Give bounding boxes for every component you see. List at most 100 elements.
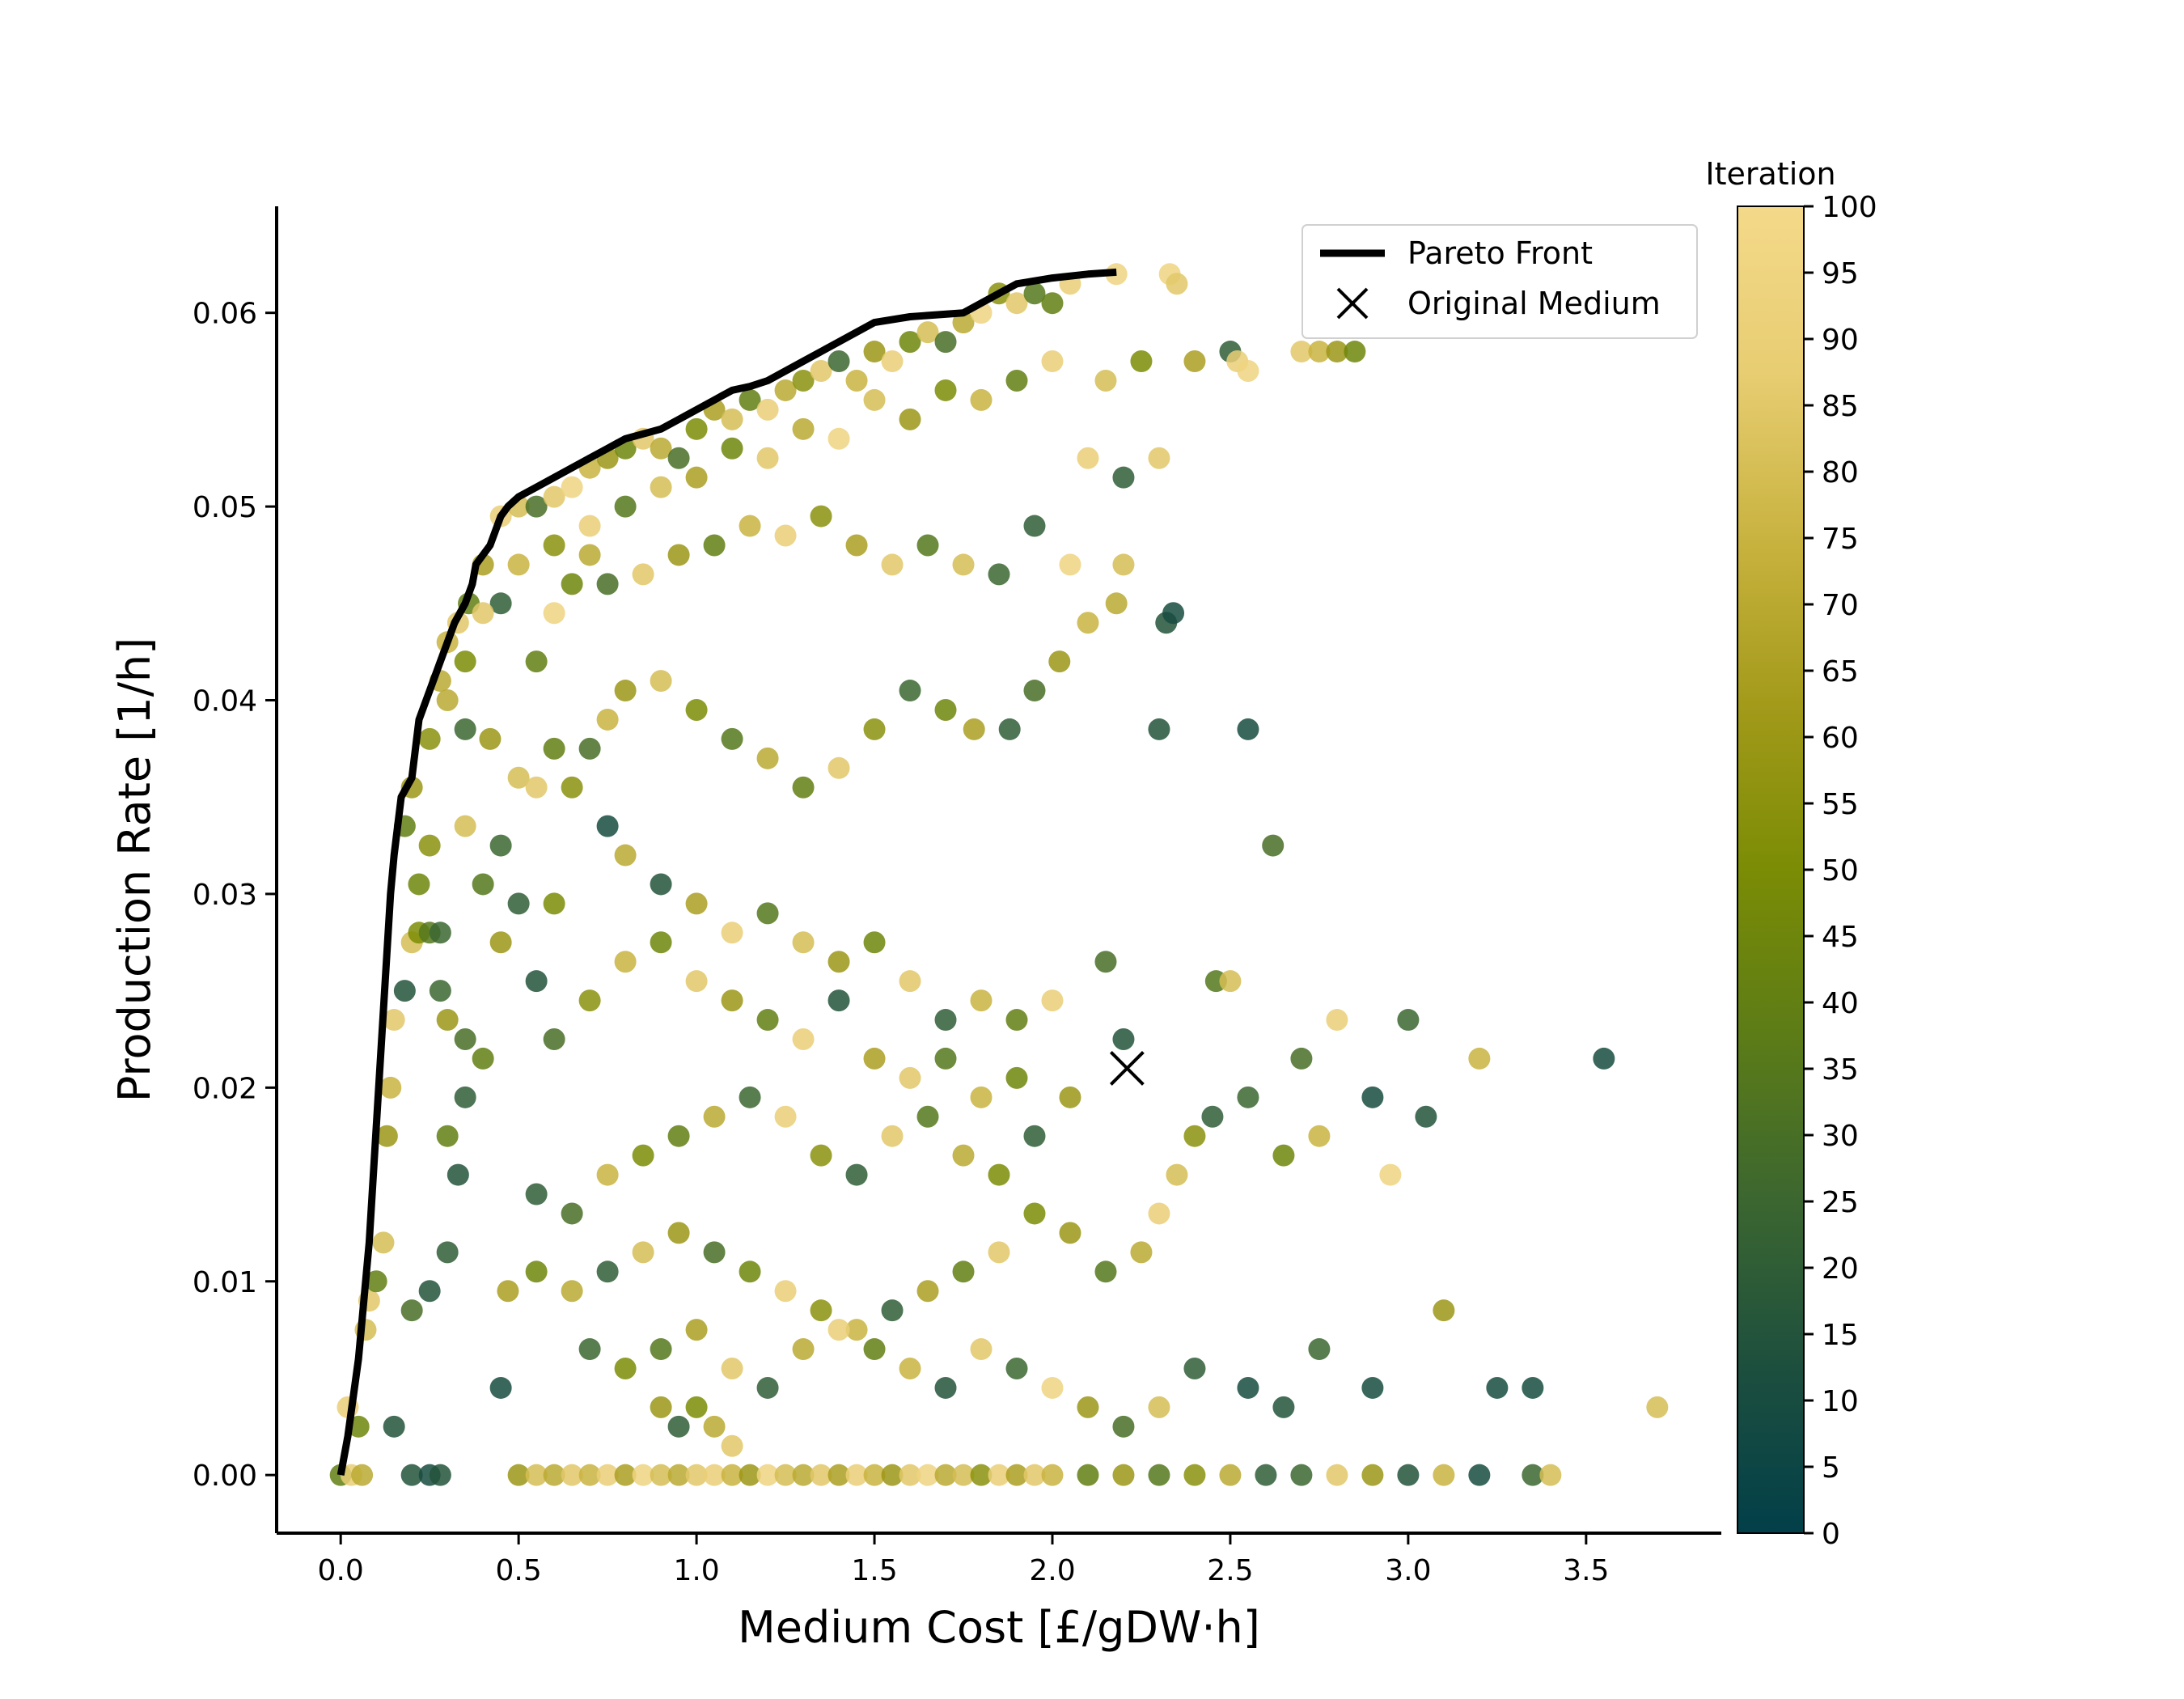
scatter-point: [525, 495, 548, 518]
scatter-point: [543, 485, 565, 508]
scatter-point: [1272, 1396, 1295, 1418]
legend-x-swatch: [1336, 287, 1369, 320]
scatter-point: [1646, 1396, 1669, 1418]
colorbar-tick-label: 15: [1822, 1319, 1859, 1352]
scatter-point: [1148, 1202, 1170, 1225]
scatter-point: [863, 341, 886, 363]
scatter-point: [1105, 592, 1128, 615]
scatter-point: [934, 1009, 957, 1032]
scatter-point: [1094, 1260, 1117, 1283]
scatter-point: [1162, 602, 1185, 625]
scatter-point: [372, 1231, 395, 1254]
scatter-point: [561, 1202, 583, 1225]
scatter-point: [774, 524, 797, 547]
scatter-point: [1379, 1163, 1402, 1186]
scatter-point: [970, 388, 993, 411]
colorbar-tick-label: 85: [1822, 390, 1859, 423]
colorbar-tick-label: 30: [1822, 1120, 1859, 1153]
scatter-point: [1094, 369, 1117, 392]
scatter-point: [970, 1338, 993, 1361]
scatter-point: [365, 1270, 387, 1293]
scatter-point: [1077, 1396, 1099, 1418]
scatter-point: [1148, 1464, 1170, 1486]
scatter-point: [614, 951, 637, 973]
colorbar-tick-label: 50: [1822, 854, 1859, 888]
scatter-point: [479, 727, 502, 750]
scatter-point: [408, 873, 430, 896]
scatter-point: [756, 1376, 779, 1399]
colorbar-tick-label: 10: [1822, 1385, 1859, 1418]
scatter-point: [1112, 466, 1135, 489]
scatter-point: [543, 1027, 565, 1050]
scatter-point: [632, 1241, 654, 1264]
scatter-point: [1539, 1464, 1562, 1486]
scatter-point: [1077, 447, 1099, 469]
scatter-point: [596, 815, 619, 837]
x-tick-label: 2.5: [1207, 1554, 1253, 1587]
colorbar-tick-label: 55: [1822, 788, 1859, 821]
colorbar-tick-label: 95: [1822, 257, 1859, 290]
scatter-point: [934, 379, 957, 401]
scatter-point: [1048, 650, 1071, 673]
y-axis-label: Production Rate [1/h]: [109, 638, 160, 1102]
scatter-point: [739, 388, 761, 411]
scatter-point: [1112, 553, 1135, 576]
scatter-point: [578, 737, 601, 760]
scatter-point: [383, 1415, 405, 1438]
scatter-point: [1290, 341, 1313, 363]
scatter-point: [916, 534, 939, 557]
scatter-point: [1326, 1464, 1348, 1486]
scatter-point: [1290, 1464, 1313, 1486]
scatter-point: [792, 1464, 815, 1486]
scatter-point: [543, 534, 565, 557]
scatter-point: [525, 650, 548, 673]
scatter-point: [1023, 680, 1046, 702]
colorbar-tick-label: 100: [1822, 191, 1877, 224]
scatter-point: [543, 737, 565, 760]
scatter-point: [472, 873, 494, 896]
scatter-point: [703, 1415, 726, 1438]
scatter-point: [525, 970, 548, 993]
scatter-point: [1148, 1396, 1170, 1418]
scatter-point: [1219, 1464, 1242, 1486]
legend-label: Pareto Front: [1407, 235, 1593, 271]
legend-entry: Original Medium: [1336, 286, 1661, 321]
scatter-point: [756, 398, 779, 421]
scatter-point: [429, 1464, 451, 1486]
scatter-point: [739, 1260, 761, 1283]
colorbar-tick-label: 75: [1822, 523, 1859, 556]
scatter-point: [792, 417, 815, 440]
scatter-point: [1397, 1009, 1420, 1032]
scatter-point: [703, 1105, 726, 1128]
scatter-point: [1041, 1376, 1064, 1399]
scatter-point: [667, 1415, 690, 1438]
scatter-point: [792, 776, 815, 799]
colorbar-gradient: [1737, 205, 1805, 1534]
scatter-point: [614, 1464, 637, 1486]
scatter-point: [721, 1357, 743, 1379]
scatter-point: [1041, 350, 1064, 373]
scatter-point: [721, 437, 743, 460]
scatter-point: [1308, 341, 1331, 363]
scatter-point: [970, 1086, 993, 1108]
scatter-point: [774, 1464, 797, 1486]
scatter-point: [596, 573, 619, 595]
scatter-point: [489, 1376, 512, 1399]
scatter-point: [1059, 553, 1081, 576]
scatter-point: [934, 698, 957, 721]
scatter-point: [650, 1396, 672, 1418]
scatter-point: [447, 1163, 469, 1186]
scatter-point: [685, 417, 708, 440]
scatter-point: [1183, 350, 1206, 373]
scatter-point: [845, 1464, 868, 1486]
scatter-point: [952, 1464, 975, 1486]
y-tick-label: 0.01: [193, 1266, 257, 1299]
y-tick-label: 0.05: [193, 491, 257, 524]
scatter-point: [881, 1299, 904, 1322]
scatter-point: [685, 1319, 708, 1341]
scatter-point: [507, 553, 530, 576]
scatter-point: [685, 466, 708, 489]
scatter-point: [525, 1464, 548, 1486]
scatter-point: [596, 1464, 619, 1486]
y-tick-label: 0.04: [193, 685, 257, 718]
